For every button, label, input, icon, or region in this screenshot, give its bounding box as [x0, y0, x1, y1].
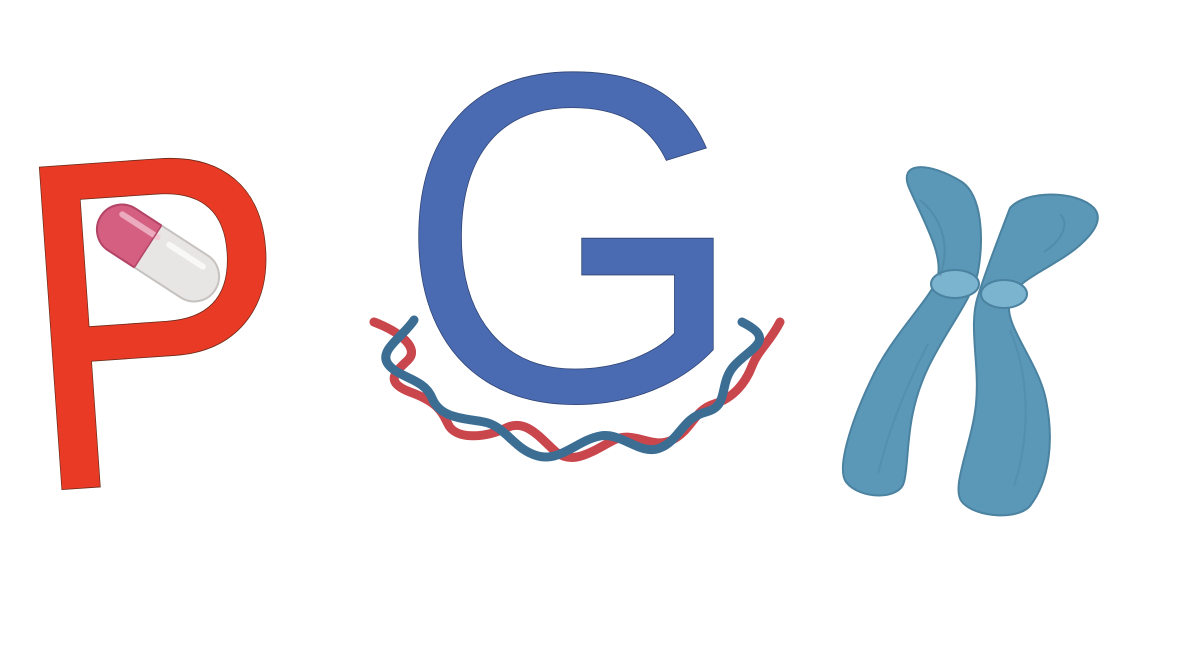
capsule-icon — [95, 203, 221, 303]
dna-helix-icon — [369, 315, 785, 462]
chromosome-icon — [841, 166, 1099, 517]
letter-p: P — [0, 48, 310, 591]
